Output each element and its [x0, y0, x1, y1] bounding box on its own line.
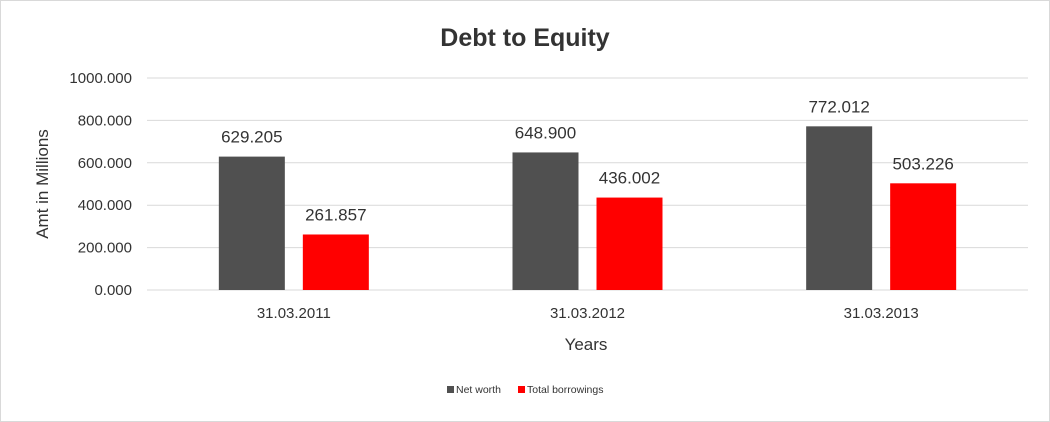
legend-swatch: [518, 386, 525, 393]
chart-title: Debt to Equity: [440, 24, 610, 52]
data-label: 436.002: [599, 169, 660, 188]
x-axis-label: Years: [565, 335, 608, 354]
x-tick-label: 31.03.2013: [844, 305, 919, 322]
bar-total-borrowings: [890, 183, 957, 290]
data-label: 648.900: [515, 123, 576, 142]
y-tick-label: 200.000: [78, 240, 132, 257]
legend-label: Total borrowings: [527, 384, 603, 396]
data-labels: 629.205 261.857 648.900 436.002 772.012 503.2…: [221, 97, 954, 224]
bar-net-worth: [806, 126, 873, 290]
y-tick-label: 600.000: [78, 155, 132, 172]
y-tick-label: 1000.000: [69, 70, 132, 87]
x-tick-label: 31.03.2011: [257, 305, 331, 322]
legend: Net worth Total borrowings: [447, 384, 603, 396]
y-axis-label: Amt in Millions: [33, 129, 52, 239]
bars: [218, 126, 957, 290]
bar-net-worth: [512, 152, 579, 290]
x-axis-ticks: 31.03.2011 31.03.2012 31.03.2013: [257, 305, 919, 322]
y-tick-label: 800.000: [78, 112, 132, 129]
legend-label: Net worth: [456, 384, 501, 396]
bar-total-borrowings: [302, 234, 369, 290]
bar-total-borrowings: [596, 197, 663, 290]
legend-swatch: [447, 386, 454, 393]
bar-net-worth: [218, 156, 285, 290]
gridlines: [147, 77, 1028, 291]
data-label: 629.205: [221, 128, 282, 147]
data-label: 503.226: [892, 154, 953, 173]
data-label: 772.012: [808, 97, 869, 116]
x-tick-label: 31.03.2012: [550, 305, 625, 322]
y-axis-ticks: 0.000 200.000 400.000 600.000 800.000 1000.00…: [69, 70, 132, 299]
data-label: 261.857: [305, 205, 366, 224]
y-tick-label: 0.000: [94, 282, 132, 299]
y-tick-label: 400.000: [78, 197, 132, 214]
